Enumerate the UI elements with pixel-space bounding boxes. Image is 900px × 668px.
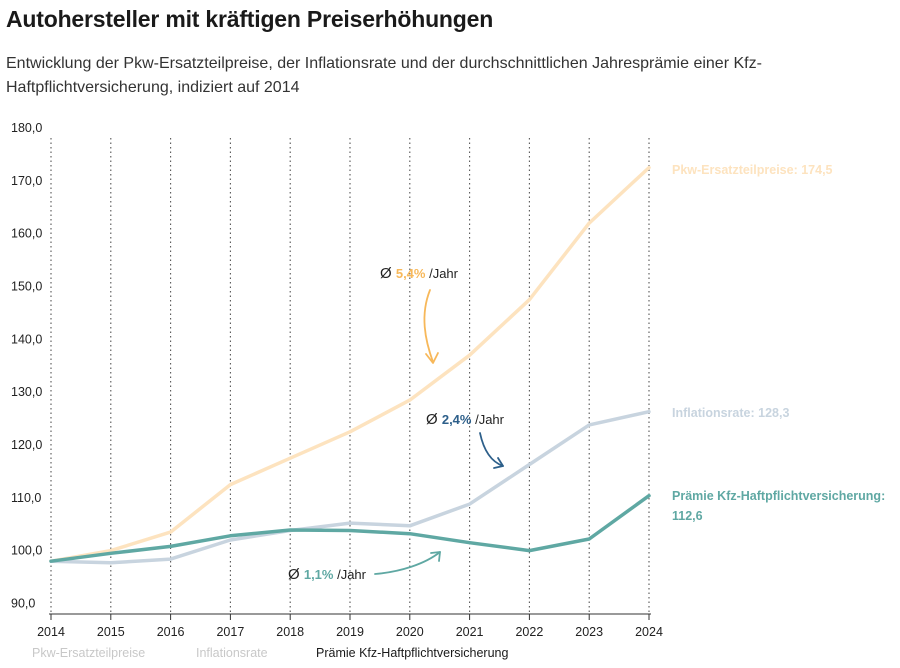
x-tick-label-2017: 2017 [216, 625, 244, 639]
x-tick-label-2015: 2015 [97, 625, 125, 639]
x-tick-label-2019: 2019 [336, 625, 364, 639]
series-lines [49, 165, 651, 565]
annotation-pkw-unit: /Jahr [429, 266, 459, 281]
end-label-praemie-kfz: Prämie Kfz-Haftpflichtversicherung: [672, 489, 885, 503]
x-tick-label-2023: 2023 [575, 625, 603, 639]
y-tick-label-170: 170,0 [11, 174, 42, 188]
annotation-praemie-unit: /Jahr [337, 567, 367, 582]
legend-item-pkw-ersatzteilpreise: Pkw-Ersatzteilpreise [32, 646, 146, 660]
arrow-praemie-head [430, 551, 441, 562]
arrow-pkw-head [425, 352, 439, 364]
chart-subtitle: Entwicklung der Pkw-Ersatzteilpreise, de… [6, 55, 762, 96]
annotation-praemie-value: 1,1% [304, 567, 337, 582]
annotation-inflation-unit: /Jahr [475, 412, 505, 427]
y-axis: 90,0 100,0 110,0 120,0 130,0 140,0 150,0 160,0 1… [11, 121, 42, 610]
y-tick-label-160: 160,0 [11, 227, 42, 241]
end-label-pkw-ersatzteilpreise: Pkw-Ersatzteilpreise: 174,5 [672, 163, 833, 177]
annotation-praemie: Ø 1,1% /Jahr [288, 566, 367, 583]
y-tick-label-180: 180,0 [11, 121, 42, 135]
y-tick-label-140: 140,0 [11, 332, 42, 346]
end-label-inflationsrate: Inflationsrate: 128,3 [672, 406, 789, 420]
legend-item-inflationsrate: Inflationsrate [196, 646, 268, 660]
x-tick-label-2024: 2024 [635, 625, 663, 639]
annotation-inflation-value: 2,4% [442, 412, 475, 427]
x-tick-label-2018: 2018 [276, 625, 304, 639]
x-tick-label-2016: 2016 [157, 625, 185, 639]
x-tick-label-2021: 2021 [456, 625, 484, 639]
chart-title: Autohersteller mit kräftigen Preiserhöhu… [6, 6, 494, 32]
y-tick-label-130: 130,0 [11, 385, 42, 399]
arrow-praemie [374, 551, 441, 575]
arrow-pkw [423, 289, 434, 363]
legend-item-praemie-kfz-haftpflicht: Prämie Kfz-Haftpflichtversicherung [316, 646, 509, 660]
annotation-pkw-value: 5,4% [396, 266, 429, 281]
series-line-pkw-ersatzteilpreise [49, 165, 651, 563]
y-tick-label-110: 110,0 [11, 491, 41, 505]
annotation-inflation-symbol: Ø [426, 411, 442, 428]
end-label-praemie-kfz-value: 112,6 [672, 509, 703, 523]
arrow-inflation-head [493, 457, 504, 469]
legend: Pkw-Ersatzteilpreise Inflationsrate Präm… [32, 646, 508, 660]
y-tick-label-90: 90,0 [11, 596, 35, 610]
annotation-inflation: Ø 2,4% /Jahr [426, 411, 505, 428]
annotation-praemie-symbol: Ø [288, 566, 304, 583]
annotation-pkw: Ø 5,4% /Jahr [380, 265, 459, 282]
x-tick-label-2020: 2020 [396, 625, 424, 639]
y-tick-label-120: 120,0 [11, 438, 42, 452]
series-end-labels: Pkw-Ersatzteilpreise: 174,5 Inflationsrat… [672, 163, 885, 523]
y-tick-label-150: 150,0 [11, 279, 42, 293]
arrow-inflation [479, 432, 504, 467]
annotation-pkw-symbol: Ø [380, 265, 396, 282]
y-tick-label-100: 100,0 [11, 544, 42, 558]
x-tick-label-2014: 2014 [37, 625, 65, 639]
x-axis: 2014 2015 2016 2017 2018 2019 2020 2021 2022 2023… [37, 613, 663, 639]
series-line-praemie-kfz [49, 493, 651, 563]
x-tick-label-2022: 2022 [515, 625, 543, 639]
series-line-inflationsrate [49, 409, 651, 565]
